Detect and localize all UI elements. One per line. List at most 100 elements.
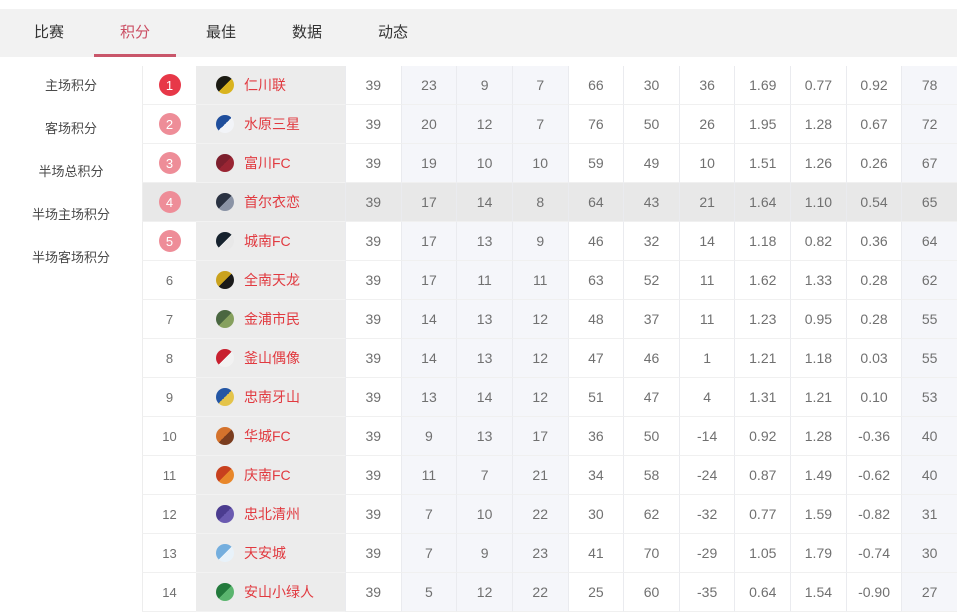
stat-cell: 39 — [345, 456, 401, 495]
stat-cell: 7 — [511, 66, 568, 105]
team-cell[interactable]: 富川FC — [196, 144, 345, 183]
tab-动态[interactable]: 动态 — [377, 9, 409, 57]
team-logo-icon — [216, 427, 234, 445]
rank-cell: 3 — [142, 144, 196, 183]
table-row[interactable]: 3 富川FC 39 19 10 10 59 49 10 1.51 1.26 0.26 67 — [142, 144, 957, 183]
team-logo-icon — [216, 466, 234, 484]
sidebar-item-半场总积分[interactable]: 半场总积分 — [0, 149, 142, 192]
stat-cell: 7 — [400, 534, 457, 573]
sidebar-item-客场积分[interactable]: 客场积分 — [0, 106, 142, 149]
stat-cell: 21 — [511, 456, 568, 495]
tab-比赛[interactable]: 比赛 — [33, 9, 65, 57]
team-name: 华城FC — [244, 428, 291, 444]
team-cell[interactable]: 全南天龙 — [196, 261, 345, 300]
stat-cell: 17 — [400, 222, 457, 261]
stat-cell: 1.18 — [734, 222, 791, 261]
stat-cell: 12 — [456, 573, 512, 612]
table-row[interactable]: 2 水原三星 39 20 12 7 76 50 26 1.95 1.28 0.67 72 — [142, 105, 957, 144]
team-cell[interactable]: 忠南牙山 — [196, 378, 345, 417]
team-logo-icon — [216, 505, 234, 523]
stat-cell: 9 — [456, 66, 512, 105]
table-row[interactable]: 11 庆南FC 39 11 7 21 34 58 -24 0.87 1.49 -0.62 40 — [142, 456, 957, 495]
rank-badge: 1 — [158, 74, 181, 96]
table-row[interactable]: 8 釜山偶像 39 14 13 12 47 46 1 1.21 1.18 0.03 55 — [142, 339, 957, 378]
rank-cell: 11 — [142, 456, 196, 495]
stat-cell: 39 — [345, 378, 401, 417]
standings-table: 1 仁川联 39 23 9 7 66 30 36 1.69 0.77 0.92 78 2 水原三星 … — [142, 66, 957, 612]
team-logo-icon — [216, 271, 234, 289]
stat-cell: 14 — [678, 222, 735, 261]
stat-cell: 67 — [901, 144, 957, 183]
team-logo-icon — [216, 115, 234, 133]
tab-label: 最佳 — [205, 24, 236, 41]
stat-cell: 1.10 — [790, 183, 846, 222]
rank-badge: 12 — [162, 506, 177, 522]
team-cell[interactable]: 釜山偶像 — [196, 339, 345, 378]
rank-cell: 1 — [142, 66, 196, 105]
stat-cell: -0.36 — [845, 417, 902, 456]
rank-cell: 10 — [142, 417, 196, 456]
sidebar-item-label: 主场积分 — [44, 78, 97, 93]
stat-cell: 11 — [678, 261, 735, 300]
team-cell[interactable]: 水原三星 — [196, 105, 345, 144]
main-area: 主场积分 客场积分 半场总积分 半场主场积分 半场客场积分 1 仁川联 39 23… — [0, 63, 957, 612]
stat-cell: 4 — [678, 378, 735, 417]
table-row[interactable]: 13 天安城 39 7 9 23 41 70 -29 1.05 1.79 -0.74 30 — [142, 534, 957, 573]
sidebar-item-半场主场积分[interactable]: 半场主场积分 — [0, 192, 142, 235]
stat-cell: 63 — [567, 261, 624, 300]
sidebar-item-半场客场积分[interactable]: 半场客场积分 — [0, 235, 142, 278]
stat-cell: 1.59 — [790, 495, 846, 534]
team-cell[interactable]: 金浦市民 — [196, 300, 345, 339]
team-cell[interactable]: 庆南FC — [196, 456, 345, 495]
tab-最佳[interactable]: 最佳 — [205, 9, 237, 57]
table-row[interactable]: 12 忠北清州 39 7 10 22 30 62 -32 0.77 1.59 -0.82 31 — [142, 495, 957, 534]
stat-cell: 59 — [567, 144, 624, 183]
team-cell[interactable]: 天安城 — [196, 534, 345, 573]
stat-cell: 72 — [901, 105, 957, 144]
team-name: 安山小绿人 — [244, 584, 314, 600]
table-row[interactable]: 1 仁川联 39 23 9 7 66 30 36 1.69 0.77 0.92 78 — [142, 66, 957, 105]
team-cell[interactable]: 首尔衣恋 — [196, 183, 345, 222]
stat-cell: 0.10 — [845, 378, 902, 417]
stat-cell: 66 — [567, 66, 624, 105]
stat-cell: 10 — [456, 495, 512, 534]
team-cell[interactable]: 华城FC — [196, 417, 345, 456]
stat-cell: -0.90 — [845, 573, 902, 612]
stat-cell: 0.03 — [845, 339, 902, 378]
stat-cell: 0.64 — [734, 573, 791, 612]
table-row[interactable]: 9 忠南牙山 39 13 14 12 51 47 4 1.31 1.21 0.10 53 — [142, 378, 957, 417]
team-name: 首尔衣恋 — [244, 194, 300, 210]
tab-积分[interactable]: 积分 — [119, 9, 151, 57]
stat-cell: 39 — [345, 105, 401, 144]
tab-数据[interactable]: 数据 — [291, 9, 323, 57]
stat-cell: 13 — [456, 300, 512, 339]
rank-badge: 10 — [162, 428, 177, 444]
stat-cell: 40 — [901, 456, 957, 495]
table-row[interactable]: 10 华城FC 39 9 13 17 36 50 -14 0.92 1.28 -0.36 40 — [142, 417, 957, 456]
stat-cell: 8 — [511, 183, 568, 222]
stat-cell: 11 — [511, 261, 568, 300]
team-cell[interactable]: 忠北清州 — [196, 495, 345, 534]
table-row[interactable]: 7 金浦市民 39 14 13 12 48 37 11 1.23 0.95 0.28 55 — [142, 300, 957, 339]
stat-cell: -14 — [678, 417, 735, 456]
table-row[interactable]: 6 全南天龙 39 17 11 11 63 52 11 1.62 1.33 0.28 62 — [142, 261, 957, 300]
stat-cell: 1.69 — [734, 66, 791, 105]
stat-cell: 39 — [345, 66, 401, 105]
stat-cell: 62 — [901, 261, 957, 300]
table-row[interactable]: 4 首尔衣恋 39 17 14 8 64 43 21 1.64 1.10 0.54 65 — [142, 183, 957, 222]
sidebar-item-label: 半场总积分 — [38, 164, 104, 179]
stat-cell: 11 — [678, 300, 735, 339]
table-row[interactable]: 14 安山小绿人 39 5 12 22 25 60 -35 0.64 1.54 -0.90 27 — [142, 573, 957, 612]
team-logo-icon — [216, 193, 234, 211]
stat-cell: 12 — [456, 105, 512, 144]
team-logo-icon — [216, 232, 234, 250]
tab-label: 动态 — [377, 24, 408, 41]
team-cell[interactable]: 仁川联 — [196, 66, 345, 105]
team-cell[interactable]: 安山小绿人 — [196, 573, 345, 612]
table-row[interactable]: 5 城南FC 39 17 13 9 46 32 14 1.18 0.82 0.36 64 — [142, 222, 957, 261]
rank-badge: 7 — [165, 311, 174, 327]
rank-badge: 8 — [165, 350, 174, 366]
stat-cell: 1.95 — [734, 105, 791, 144]
team-cell[interactable]: 城南FC — [196, 222, 345, 261]
sidebar-item-主场积分[interactable]: 主场积分 — [0, 63, 142, 106]
